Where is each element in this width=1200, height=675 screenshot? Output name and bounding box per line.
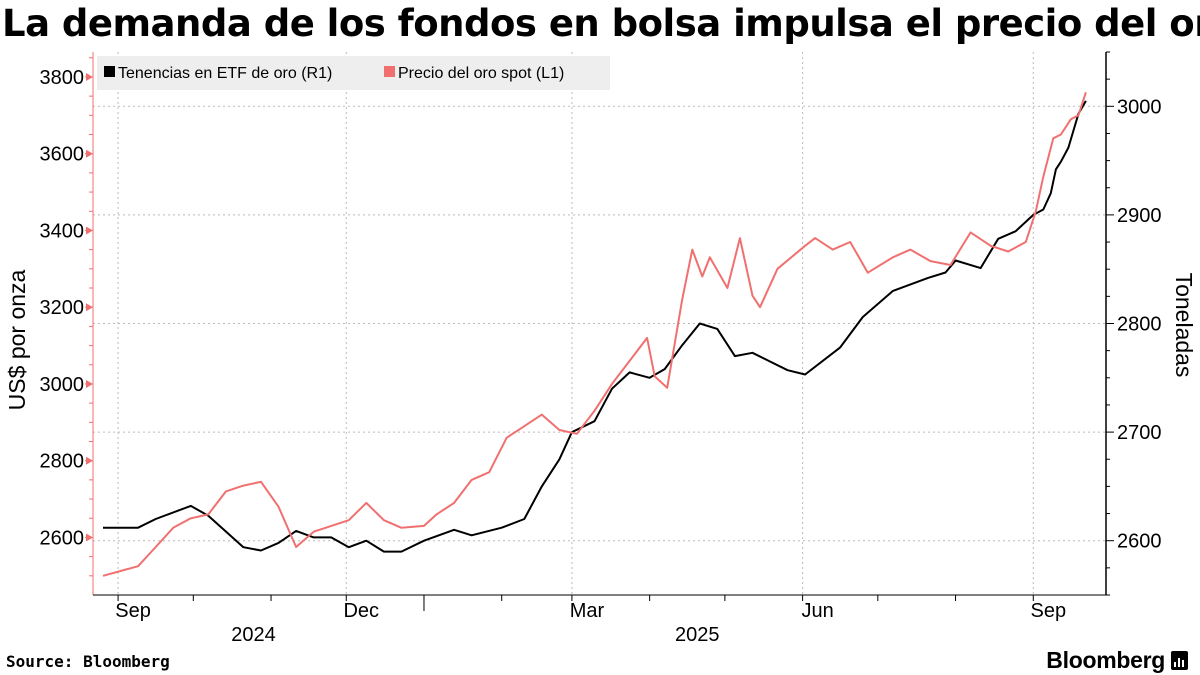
bloomberg-logo: Bloomberg: [1046, 647, 1188, 674]
grid-lines: [93, 52, 1106, 595]
y-right-tick-label: 2800: [1117, 314, 1162, 336]
x-year-label: 2024: [231, 624, 276, 646]
x-tick-label: Jun: [801, 600, 833, 622]
brand-label: Bloomberg: [1046, 647, 1165, 673]
y-left-tick-arrow: [86, 379, 93, 388]
y-left-tick-arrow: [86, 72, 93, 81]
x-tick-label: Sep: [1030, 600, 1066, 622]
y-right-tick-label: 2900: [1117, 205, 1162, 227]
legend-label: Tenencias en ETF de oro (R1): [118, 65, 332, 82]
y-left-ticks: 2600 2800 3000 3200 3400 3600 3800: [40, 57, 93, 577]
y-right-tick-label: 3000: [1117, 96, 1162, 118]
y-left-tick-label: 3400: [40, 220, 85, 242]
y-left-tick-arrow: [86, 456, 93, 465]
y-right-ticks: 2600 2700 2800 2900 3000: [1106, 51, 1162, 596]
legend-swatch: [384, 66, 395, 77]
y-left-tick-label: 2800: [40, 451, 85, 473]
y-left-tick-arrow: [86, 303, 93, 312]
series-line-etf-holdings: [103, 100, 1087, 553]
y-right-tick-label: 2600: [1117, 531, 1162, 553]
legend-swatch: [104, 66, 115, 77]
y-left-tick-label: 3800: [40, 67, 85, 89]
source-note: Source: Bloomberg: [6, 652, 170, 671]
y-left-tick-label: 3000: [40, 374, 85, 396]
legend: Tenencias en ETF de oro (R1) Precio del o…: [97, 56, 610, 90]
y-left-tick-arrow: [86, 533, 93, 542]
y-axis-label-right: Toneladas: [1171, 273, 1197, 378]
x-year-label: 2025: [675, 624, 720, 646]
x-tick-label: Sep: [115, 600, 151, 622]
y-left-tick-arrow: [86, 149, 93, 158]
x-tick-label: Dec: [343, 600, 379, 622]
y-left-tick-arrow: [86, 226, 93, 235]
y-left-tick-label: 3200: [40, 297, 85, 319]
series-lines: [102, 91, 1087, 577]
chart-title: La demanda de los fondos en bolsa impuls…: [2, 2, 1200, 45]
y-left-tick-label: 3600: [40, 144, 85, 166]
bloomberg-terminal-icon: [1171, 651, 1188, 670]
legend-label: Precio del oro spot (L1): [398, 65, 564, 82]
y-left-tick-label: 2600: [40, 527, 85, 549]
legend-box: [97, 56, 610, 90]
x-ticks: Sep Dec Mar Jun Sep 2024 2025: [115, 595, 1066, 646]
x-tick-label: Mar: [570, 600, 605, 622]
series-line-gold-price: [102, 91, 1087, 577]
y-axis-label-left: US$ por onza: [4, 269, 30, 410]
y-right-tick-label: 2700: [1117, 422, 1162, 444]
